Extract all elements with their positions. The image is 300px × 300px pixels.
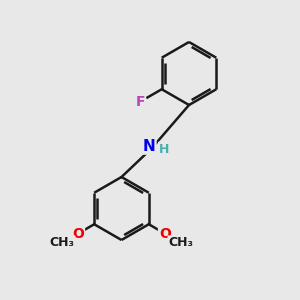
Text: CH₃: CH₃	[50, 236, 74, 249]
Text: N: N	[143, 139, 155, 154]
Text: H: H	[159, 142, 169, 156]
Text: F: F	[135, 95, 145, 109]
Text: CH₃: CH₃	[169, 236, 194, 249]
Text: O: O	[72, 226, 84, 241]
Text: O: O	[159, 226, 171, 241]
